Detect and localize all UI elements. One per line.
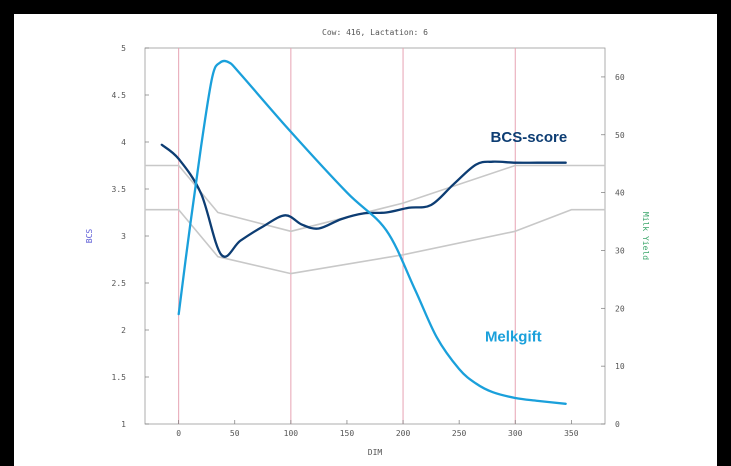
series-bcs-score-line	[160, 143, 567, 258]
chart-title: Cow: 416, Lactation: 6	[322, 28, 428, 37]
y-tick-label: 1	[121, 420, 126, 429]
x-tick-label: 250	[452, 429, 467, 438]
y2-tick-label: 0	[615, 420, 620, 429]
y2-tick-label: 30	[615, 246, 625, 255]
x-tick-label: 200	[396, 429, 411, 438]
y2-tick-label: 50	[615, 131, 625, 140]
y-tick-label: 1.5	[112, 373, 127, 382]
series-melkgift-line	[177, 59, 567, 405]
y2-tick-label: 60	[615, 73, 625, 82]
y2-tick-label: 10	[615, 362, 625, 371]
x-tick-label: 100	[284, 429, 299, 438]
x-tick-label: 150	[340, 429, 355, 438]
vertical-reference-lines	[178, 48, 516, 424]
x-axis-label: DIM	[368, 448, 383, 457]
y-axis-label: BCS	[85, 229, 94, 244]
y2-axis-label: Milk Yield	[641, 212, 650, 260]
x-tick-label: 300	[508, 429, 523, 438]
chart-frame: 0 50 100 150 200 250 300 350 1 1.5 2 2.5 3 3.5 4 4.5 5 0 1…	[14, 14, 717, 466]
reference-band-line	[144, 208, 606, 275]
y-tick-label: 2	[121, 326, 126, 335]
y-tick-label: 3	[121, 232, 126, 241]
y2-tick-label: 40	[615, 189, 625, 198]
y-tick-label: 3.5	[112, 185, 127, 194]
annotations: BCS-score Melkgift	[485, 129, 567, 345]
y-tick-label: 2.5	[112, 279, 127, 288]
ticks-layer: 0 50 100 150 200 250 300 35011.522.533.544.5501…	[112, 44, 625, 438]
y-tick-label: 4.5	[112, 91, 127, 100]
x-tick-label: 0	[176, 429, 181, 438]
y-tick-label: 5	[121, 44, 126, 53]
x-tick-label: 350	[564, 429, 579, 438]
annotation-label: BCS-score	[491, 129, 568, 146]
annotation-label: Melkgift	[485, 328, 542, 345]
y-tick-label: 4	[121, 138, 126, 147]
chart-svg: 0 50 100 150 200 250 300 35011.522.533.544.5501…	[85, 28, 650, 457]
x-tick-label: 50	[230, 429, 240, 438]
y2-tick-label: 20	[615, 304, 625, 313]
reference-band-line	[144, 164, 606, 233]
series-layer	[144, 59, 606, 405]
